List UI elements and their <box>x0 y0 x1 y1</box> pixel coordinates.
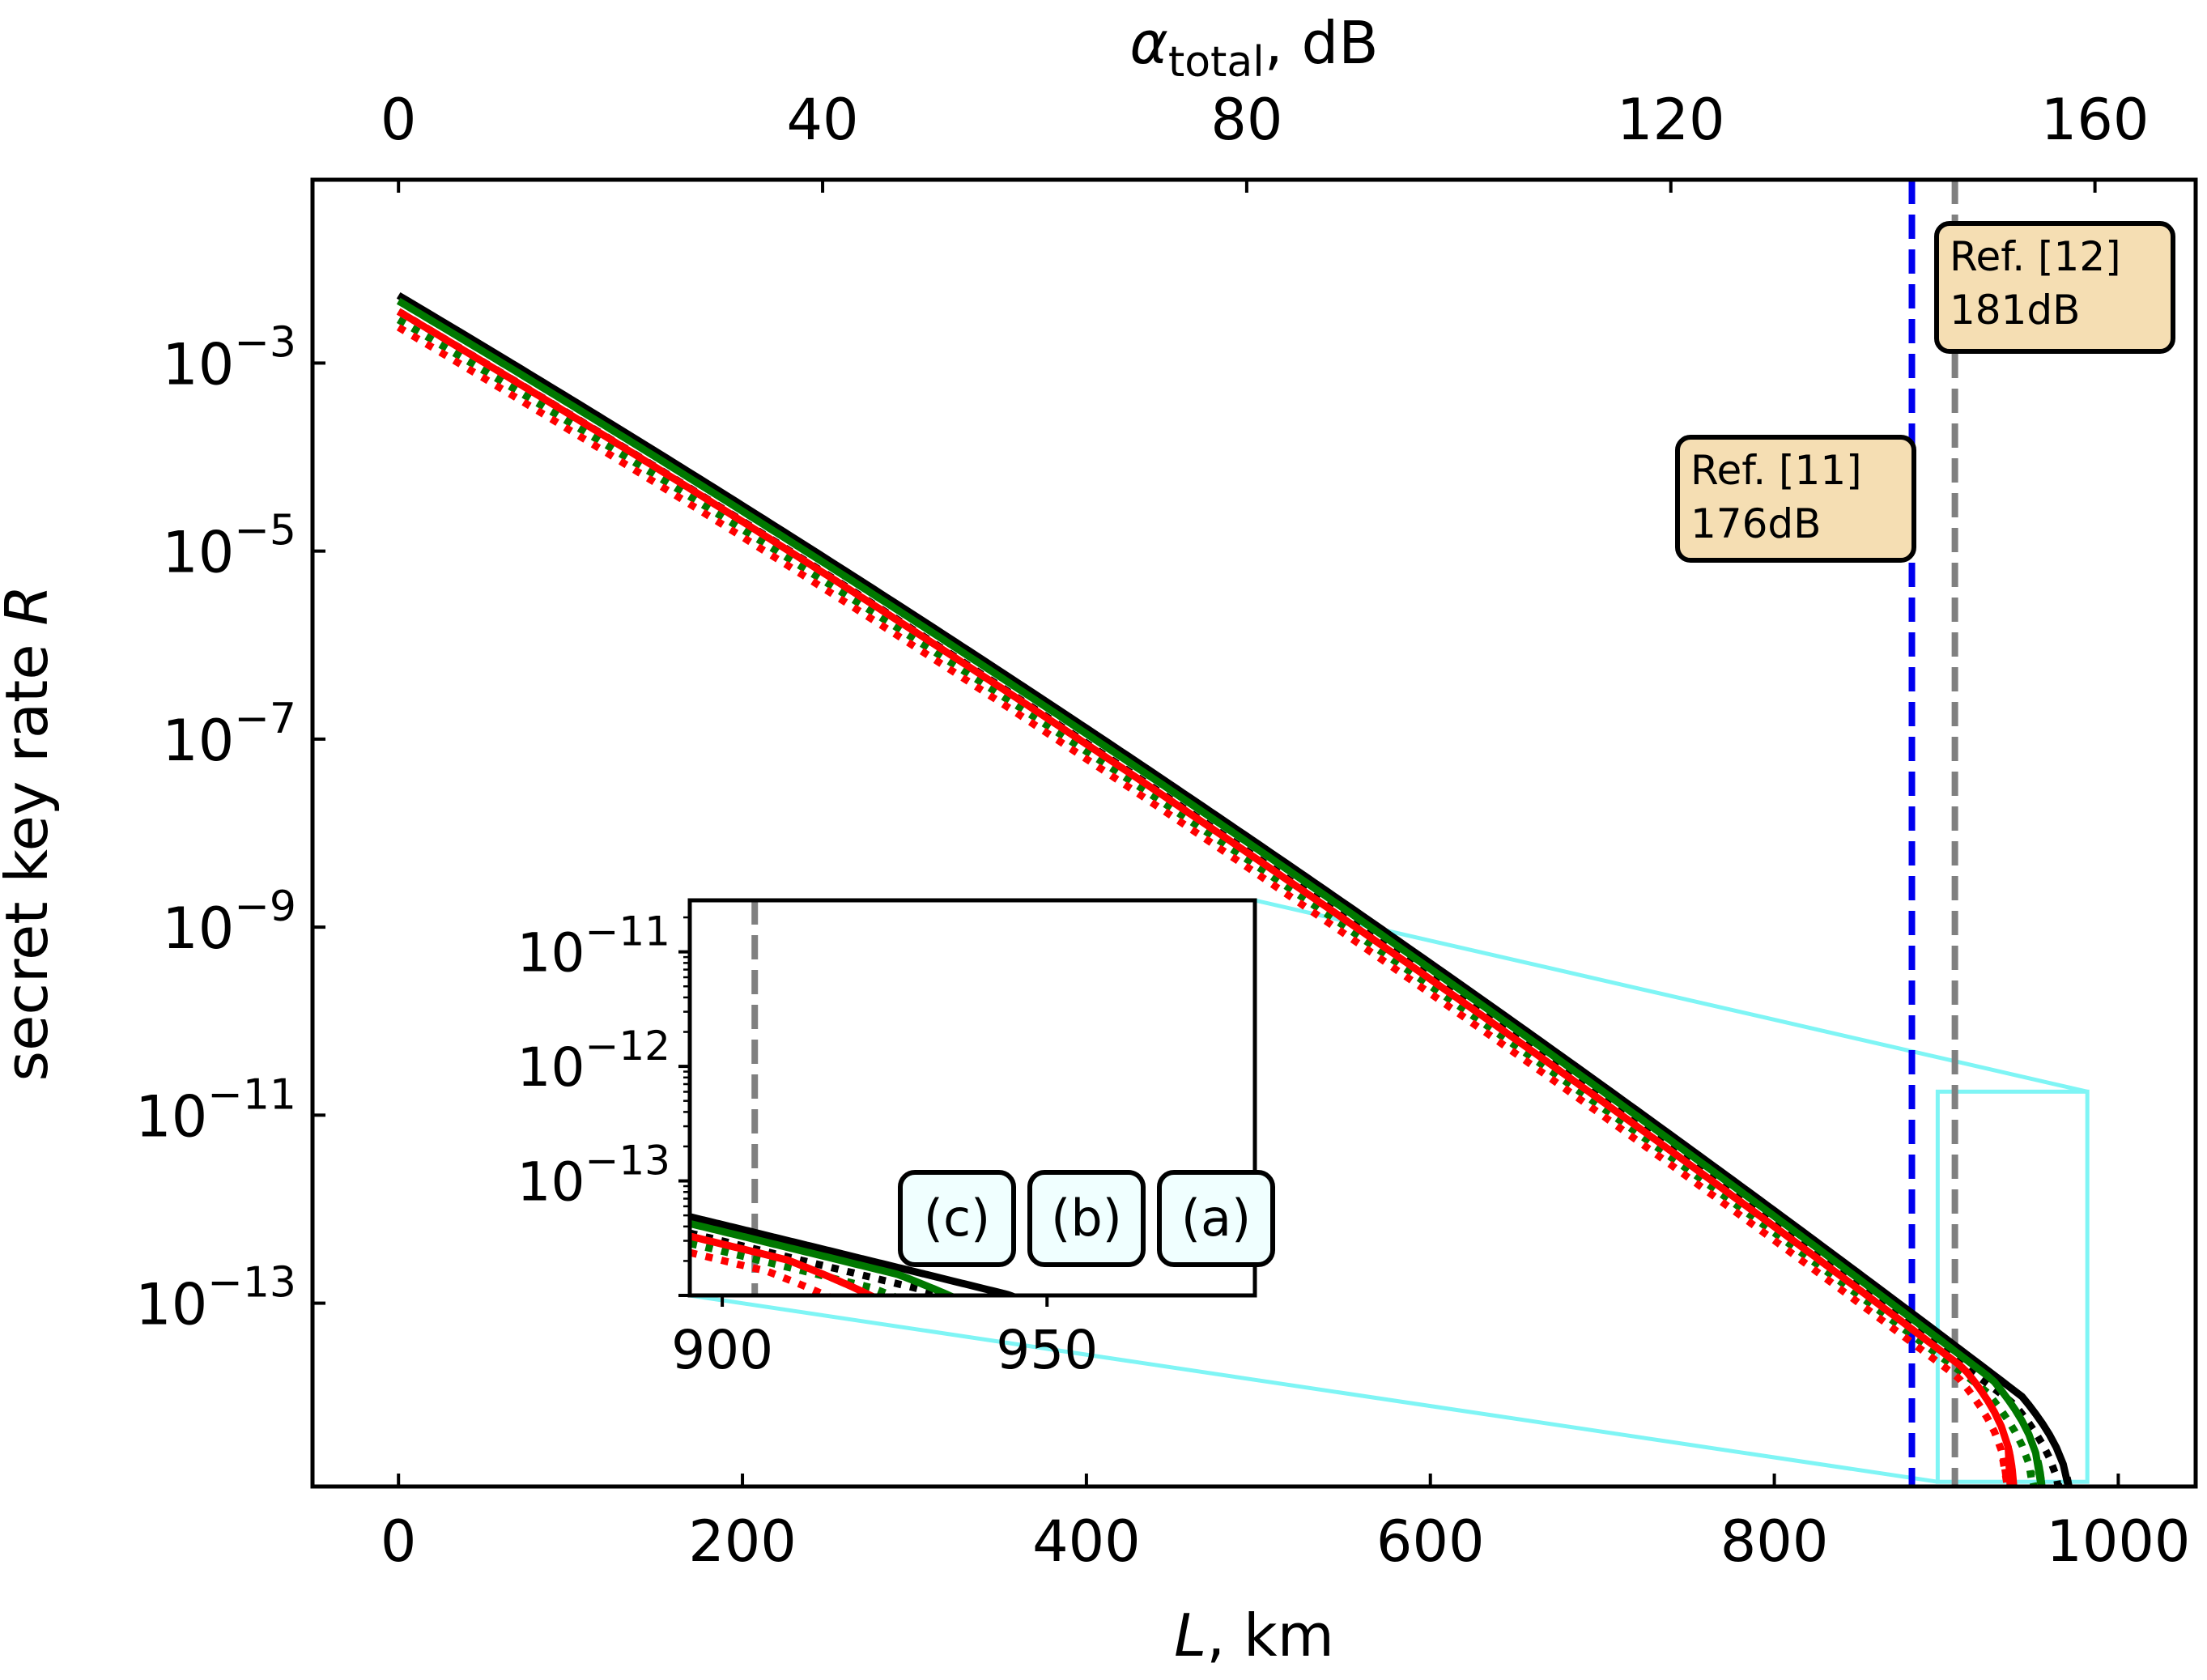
y-tick-label-4: 10−11 <box>135 1070 296 1150</box>
y-tick-label-3: 10−9 <box>162 883 296 962</box>
ref12-annotation-line1: Ref. [12] <box>1950 233 2121 280</box>
y-tick-label-2: 10−7 <box>162 695 296 774</box>
inset-frame <box>687 898 1257 1298</box>
inset-y-tick-label-0: 10−11 <box>517 908 670 985</box>
zoom-region-rect <box>1935 1089 2090 1484</box>
inset-plot-area <box>690 900 1021 1295</box>
x-tick-label-5: 1000 <box>2046 1508 2190 1575</box>
y-tick-label-0: 10−3 <box>162 318 296 398</box>
vlines-layer <box>1908 180 1958 1486</box>
top-tick-label-1: 40 <box>787 87 859 153</box>
y-axis-label: secret key rate R <box>0 585 61 1082</box>
x-tick-label-4: 800 <box>1720 1508 1829 1575</box>
case-box <box>898 1170 1016 1267</box>
series-line-3 <box>396 317 2038 1486</box>
series-line-2 <box>396 297 2046 1486</box>
inset-series-line-2 <box>690 1219 959 1295</box>
series-line-4 <box>396 308 2018 1486</box>
top-tick-label-2: 80 <box>1210 87 1282 153</box>
inset-series-line-4 <box>690 1232 879 1295</box>
top-tick-label-0: 0 <box>381 87 417 153</box>
ref12-annotation-box <box>1934 221 2175 354</box>
y-tick-label-5: 10−13 <box>135 1259 296 1338</box>
top-tick-label-4: 160 <box>2041 87 2150 153</box>
inset-layer: 900 950 10−11 10−12 10−13 (c) (b) (a) <box>517 898 1275 1381</box>
x-tick-label-3: 600 <box>1376 1508 1485 1575</box>
ref11-annotation: Ref. [11] 176dB <box>1675 435 1916 563</box>
series-line-0 <box>396 291 2073 1486</box>
case-text: (a) <box>1181 1189 1251 1248</box>
inset-y-tick-label-2: 10−13 <box>517 1138 670 1214</box>
ref11-annotation-line1: Ref. [11] <box>1690 447 1862 494</box>
ref12-annotation-line2: 181dB <box>1950 287 2080 334</box>
annotation-layer: Ref. [11] 176dB Ref. [12] 181dB <box>1675 221 2175 563</box>
ref11-annotation-box <box>1675 435 1916 563</box>
case-label-c: (c) <box>898 1170 1016 1267</box>
plot-frame <box>310 177 2198 1489</box>
axis-labels: L, km αtotal, dB secret key rate R <box>0 9 1379 1669</box>
y-tick-label-1: 10−5 <box>162 507 296 586</box>
x-axis-label: L, km <box>1174 1601 1334 1669</box>
top-tick-label-3: 120 <box>1617 87 1725 153</box>
inset-series-line-0 <box>690 1213 1021 1295</box>
case-text: (c) <box>924 1189 990 1248</box>
top-axis-label: αtotal, dB <box>1129 9 1378 87</box>
inset-x-tick-label-1: 950 <box>996 1319 1098 1381</box>
x-tick-label-0: 0 <box>381 1508 417 1575</box>
inset-x-tick-label-0: 900 <box>671 1319 773 1381</box>
series-layer <box>396 291 2073 1486</box>
series-line-5 <box>396 324 2012 1486</box>
inset-y-tick-label-1: 10−12 <box>517 1023 670 1099</box>
case-label-b: (b) <box>1027 1170 1146 1267</box>
zoom-connector-top <box>1254 898 2088 1094</box>
x-tick-label-2: 400 <box>1032 1508 1141 1575</box>
case-label-a: (a) <box>1157 1170 1275 1267</box>
ref12-annotation: Ref. [12] 181dB <box>1934 221 2175 354</box>
case-text: (b) <box>1051 1189 1122 1248</box>
zoom-connector-bottom <box>689 1293 1938 1484</box>
ticks-layer: 020040060080010000408012016020010−310−51… <box>135 87 2190 1575</box>
case-box <box>1027 1170 1146 1267</box>
ref11-annotation-line2: 176dB <box>1690 500 1821 547</box>
case-box <box>1157 1170 1275 1267</box>
x-tick-label-1: 200 <box>688 1508 797 1575</box>
